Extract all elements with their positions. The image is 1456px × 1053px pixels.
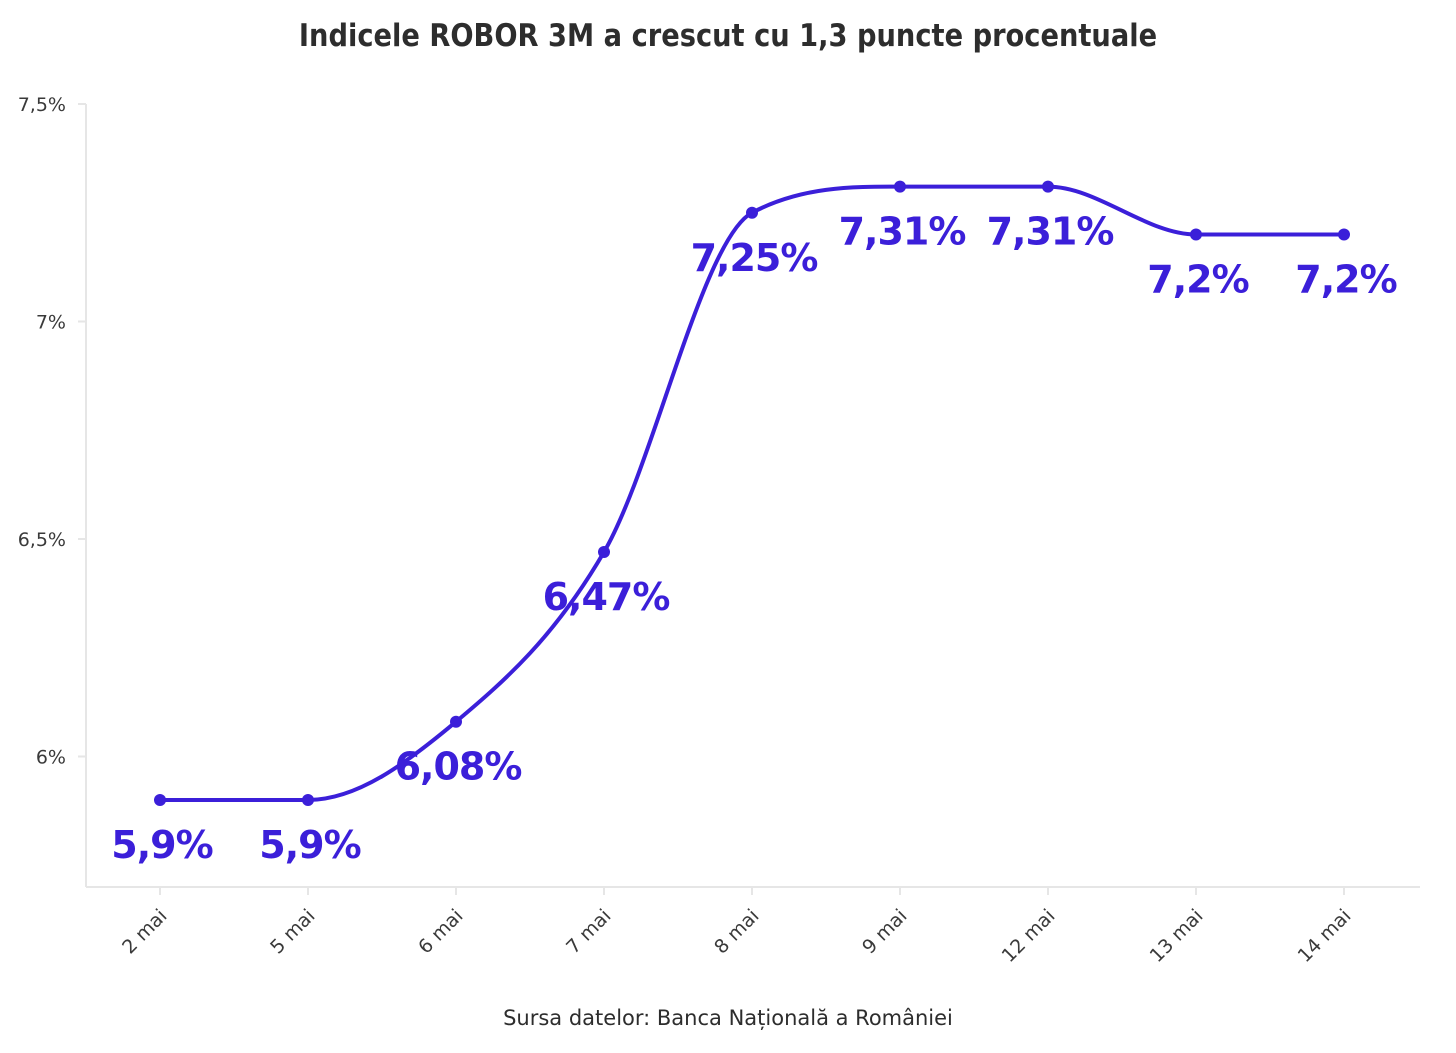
x-tick-label: 2 mai — [118, 905, 171, 958]
data-point — [302, 794, 314, 806]
data-label: 7,31% — [839, 210, 966, 254]
data-label: 7,31% — [987, 210, 1114, 254]
x-tick-label: 12 mai — [998, 905, 1060, 967]
data-label: 5,9% — [259, 823, 360, 867]
data-point — [894, 180, 906, 193]
data-point — [450, 715, 462, 728]
data-label: 7,2% — [1147, 258, 1248, 302]
x-tick-label: 13 mai — [1146, 905, 1208, 967]
series-line — [158, 184, 1346, 803]
y-tick-label: 6% — [36, 747, 66, 769]
x-tick-label: 14 mai — [1294, 905, 1356, 967]
series-line-group — [154, 180, 1350, 806]
data-point — [154, 794, 166, 806]
x-tick-label: 5 mai — [266, 905, 319, 958]
data-point — [1338, 228, 1350, 241]
y-tick-label: 7% — [36, 312, 66, 334]
y-tick-label: 6,5% — [18, 529, 66, 551]
data-label: 7,2% — [1295, 258, 1396, 302]
x-tick-label: 6 mai — [414, 905, 467, 958]
data-label: 5,9% — [111, 823, 212, 867]
data-point — [746, 206, 758, 219]
data-label: 6,47% — [543, 575, 670, 619]
data-point — [1190, 228, 1202, 241]
y-tick-label: 7,5% — [18, 94, 66, 116]
data-point — [598, 546, 610, 559]
x-tick-label: 9 mai — [858, 905, 911, 958]
data-label: 6,08% — [395, 745, 522, 789]
data-label: 7,25% — [691, 236, 818, 280]
x-tick-label: 8 mai — [710, 905, 763, 958]
source-note: Sursa datelor: Banca Națională a Românie… — [503, 1006, 953, 1030]
data-labels: 5,9% 5,9% 6,08% 6,47% 7,25% 7,31% 7,31% 7,2% 7,2… — [111, 210, 1397, 867]
data-point — [1042, 180, 1054, 193]
x-tick-label: 7 mai — [562, 905, 615, 958]
axes: 6% 6,5% 7% 7,5% 2 mai 5 mai 6 mai 7 mai 8 mai 9 m… — [18, 94, 1420, 967]
chart-title: Indicele ROBOR 3M a crescut cu 1,3 punct… — [298, 18, 1158, 54]
